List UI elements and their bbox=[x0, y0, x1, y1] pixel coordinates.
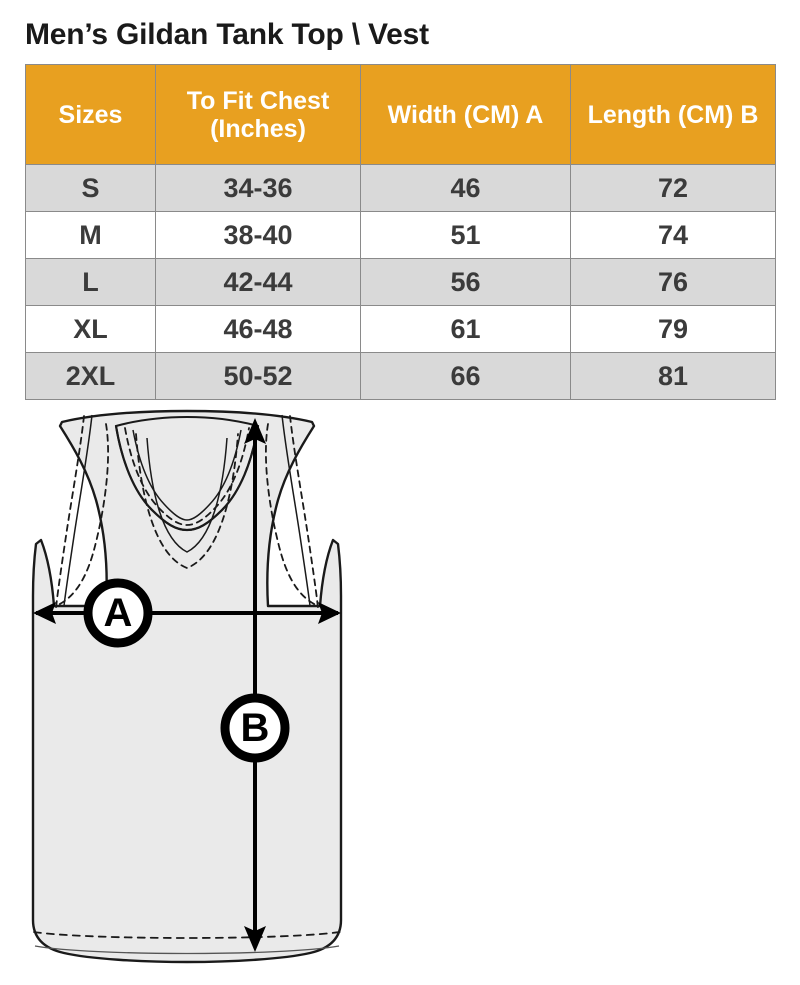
table-row: L 42-44 56 76 bbox=[25, 258, 776, 306]
cell-length: 72 bbox=[570, 164, 776, 212]
width-arrow-head-left bbox=[33, 602, 56, 624]
left-strap-dashed bbox=[55, 415, 85, 609]
width-measurement-a: A bbox=[33, 578, 341, 648]
cell-chest: 34-36 bbox=[155, 164, 361, 212]
right-strap-dashed bbox=[289, 415, 319, 609]
cell-size: M bbox=[25, 211, 156, 259]
width-marker-circle bbox=[83, 578, 153, 648]
length-marker-label: B bbox=[241, 706, 270, 750]
cell-width: 51 bbox=[360, 211, 571, 259]
table-row: S 34-36 46 72 bbox=[25, 164, 776, 212]
front-yoke-seam bbox=[135, 433, 239, 569]
width-marker-label: A bbox=[104, 591, 133, 635]
left-shoulder-seams bbox=[55, 414, 109, 609]
page-title: Men’s Gildan Tank Top \ Vest bbox=[25, 18, 429, 51]
cell-length: 79 bbox=[570, 305, 776, 353]
right-shoulder-seams bbox=[265, 414, 319, 609]
width-arrow-head-right bbox=[318, 602, 341, 624]
collar-outer-curve bbox=[114, 425, 260, 532]
cell-width: 66 bbox=[360, 352, 571, 400]
garment-outline bbox=[31, 409, 343, 964]
cell-width: 46 bbox=[360, 164, 571, 212]
garment-diagram: A B bbox=[0, 400, 800, 985]
cell-size: S bbox=[25, 164, 156, 212]
cell-size: L bbox=[25, 258, 156, 306]
cell-length: 76 bbox=[570, 258, 776, 306]
yoke-inner-line bbox=[146, 437, 228, 553]
cell-chest: 38-40 bbox=[155, 211, 361, 259]
column-header-chest: To Fit Chest (Inches) bbox=[155, 64, 361, 165]
left-strap-edge bbox=[63, 414, 93, 607]
hem-stitch-dashed bbox=[33, 931, 341, 939]
table-row: 2XL 50-52 66 81 bbox=[25, 352, 776, 400]
length-marker-circle bbox=[220, 693, 290, 763]
tank-top-silhouette bbox=[31, 409, 343, 964]
yoke-dashed-stitch bbox=[135, 433, 239, 569]
cell-size: 2XL bbox=[25, 352, 156, 400]
size-chart-table: Sizes To Fit Chest (Inches) Width (CM) A… bbox=[25, 64, 776, 400]
table-row: M 38-40 51 74 bbox=[25, 211, 776, 259]
table-header-row: Sizes To Fit Chest (Inches) Width (CM) A… bbox=[25, 64, 776, 165]
table-row: XL 46-48 61 79 bbox=[25, 305, 776, 353]
column-header-sizes: Sizes bbox=[25, 64, 156, 165]
cell-size: XL bbox=[25, 305, 156, 353]
cell-chest: 42-44 bbox=[155, 258, 361, 306]
cell-length: 74 bbox=[570, 211, 776, 259]
cell-chest: 46-48 bbox=[155, 305, 361, 353]
length-arrow-head-bottom bbox=[244, 926, 266, 952]
right-strap-edge bbox=[281, 414, 311, 607]
cell-chest: 50-52 bbox=[155, 352, 361, 400]
column-header-length: Length (CM) B bbox=[570, 64, 776, 165]
length-measurement-b: B bbox=[220, 418, 290, 952]
cell-width: 56 bbox=[360, 258, 571, 306]
bottom-hem bbox=[33, 931, 341, 955]
collar-inner-curve bbox=[132, 429, 242, 521]
cell-width: 61 bbox=[360, 305, 571, 353]
length-arrow-head-top bbox=[244, 418, 266, 444]
hem-fold-line bbox=[34, 945, 340, 955]
cell-length: 81 bbox=[570, 352, 776, 400]
column-header-width: Width (CM) A bbox=[360, 64, 571, 165]
